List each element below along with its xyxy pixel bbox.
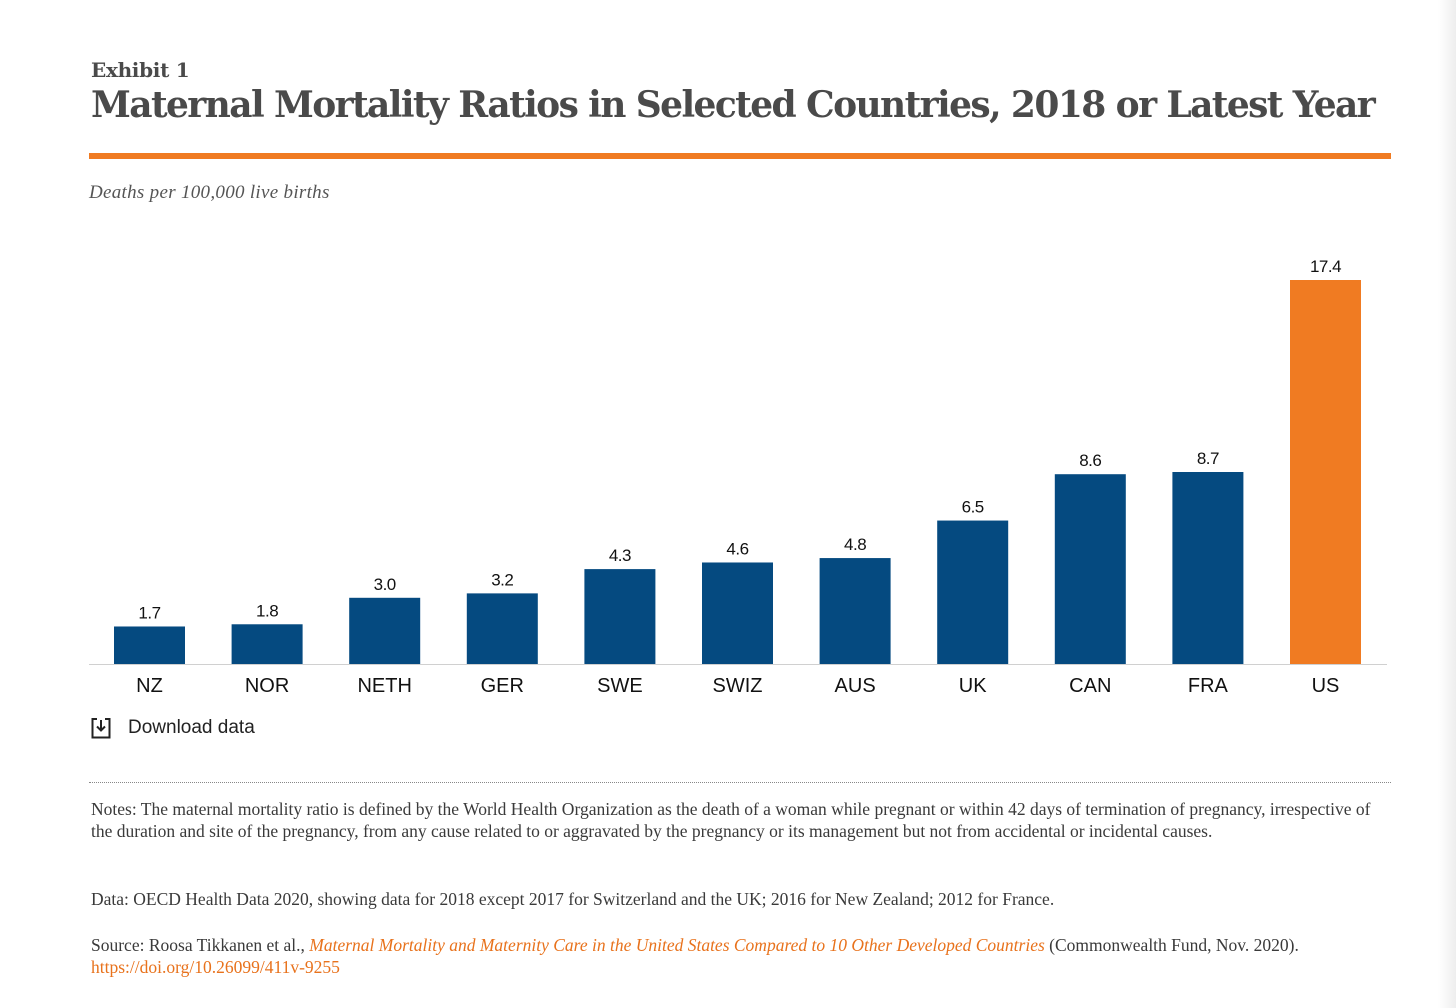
value-label-aus: 4.8 [844,535,866,554]
category-label-fra: FRA [1188,675,1229,697]
bar-can [1054,474,1126,664]
bar-us [1290,280,1361,664]
bar-neth [349,597,421,664]
title-rule [89,153,1391,159]
notes-definition: Notes: The maternal mortality ratio is d… [91,799,1371,841]
category-label-swiz: SWIZ [713,675,763,697]
bar-swiz [702,562,773,664]
value-label-can: 8.6 [1079,451,1101,470]
notes-source: Source: Roosa Tikkanen et al., Maternal … [91,934,1391,978]
bar-uk [937,520,1009,664]
source-title-link[interactable]: Maternal Mortality and Maternity Care in… [309,935,1045,955]
category-label-aus: AUS [835,675,876,697]
source-suffix: (Commonwealth Fund, Nov. 2020). [1044,935,1299,955]
bar-nz [114,626,185,664]
notes-data: Data: OECD Health Data 2020, showing dat… [91,889,1055,909]
download-data-label: Download data [128,717,255,738]
value-label-uk: 6.5 [962,498,984,517]
bar-swe [584,569,656,664]
category-label-uk: UK [959,675,987,697]
source-doi-link[interactable]: https://doi.org/10.26099/411v-9255 [91,957,340,977]
download-icon [91,718,111,739]
category-label-neth: NETH [357,675,411,697]
category-label-us: US [1312,675,1340,697]
bar-ger [466,593,538,664]
category-label-nor: NOR [245,675,289,697]
bar-nor [231,624,303,664]
bar-chart: 1.7 NZ 1.8 NOR 3.0 NETH 3.2 GER 4.3 SWE 4.6 SWIZ 4.8… [89,257,1387,697]
value-label-us: 17.4 [1310,257,1341,276]
chart-subtitle: Deaths per 100,000 live births [89,182,330,203]
value-label-nz: 1.7 [138,603,160,622]
exhibit-label: Exhibit 1 [91,58,190,82]
value-label-ger: 3.2 [491,570,513,589]
value-label-fra: 8.7 [1197,449,1219,468]
value-label-swiz: 4.6 [726,539,748,558]
page-edge-shadow [1438,0,1456,1008]
source-prefix: Source: Roosa Tikkanen et al., [91,935,310,955]
value-label-neth: 3.0 [374,575,396,594]
category-label-ger: GER [481,675,524,697]
value-label-swe: 4.3 [609,546,631,565]
chart-title: Maternal Mortality Ratios in Selected Co… [91,84,1376,126]
category-label-can: CAN [1069,675,1111,697]
category-label-nz: NZ [136,675,163,697]
notes-divider [89,782,1391,783]
bar-fra [1172,472,1244,664]
bar-aus [819,558,891,664]
value-label-nor: 1.8 [256,601,278,620]
category-label-swe: SWE [597,675,643,697]
download-data-button[interactable]: Download data [90,716,255,740]
